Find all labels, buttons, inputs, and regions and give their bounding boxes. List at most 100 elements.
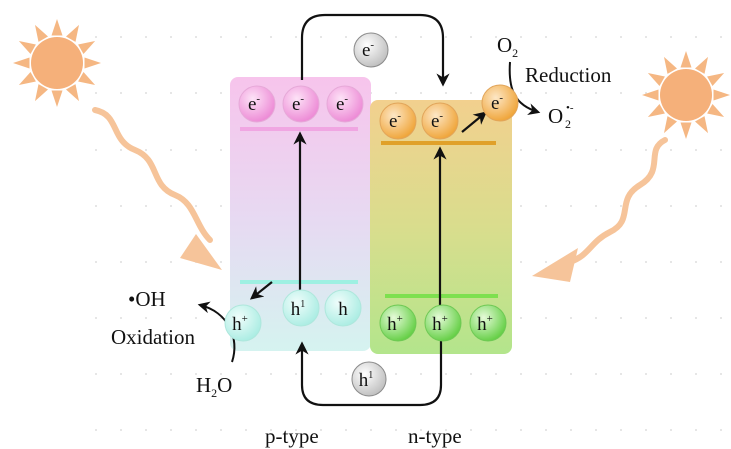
- sun-ray: [707, 73, 725, 86]
- grid-dot: [395, 429, 397, 431]
- grid-dot: [670, 317, 672, 319]
- grid-dot: [670, 149, 672, 151]
- sun-ray: [680, 122, 692, 139]
- grid-dot: [270, 429, 272, 431]
- grid-dot: [520, 317, 522, 319]
- grid-dot: [145, 373, 147, 375]
- grid-dot: [520, 261, 522, 263]
- grid-dot: [420, 92, 422, 94]
- grid-dot: [95, 373, 97, 375]
- grid-dot: [320, 36, 322, 38]
- sun-ray: [18, 41, 36, 54]
- grid-dot: [95, 429, 97, 431]
- transfer-electron-particle: [353, 32, 389, 68]
- sun-ray: [647, 73, 665, 86]
- n-conduction-band: [381, 141, 496, 145]
- grid-dot: [220, 261, 222, 263]
- sun-ray: [66, 24, 79, 42]
- grid-dot: [420, 36, 422, 38]
- grid-dot: [495, 36, 497, 38]
- grid-dot: [145, 261, 147, 263]
- grid-dot: [645, 36, 647, 38]
- o2-label: O2: [497, 33, 518, 60]
- hole-label: h1: [291, 299, 306, 320]
- sun-ray: [51, 19, 63, 36]
- grid-dot: [395, 92, 397, 94]
- oxidation-label: Oxidation: [111, 325, 195, 349]
- light-arrow-icon: [92, 107, 222, 270]
- grid-dot: [670, 261, 672, 263]
- grid-dot: [245, 373, 247, 375]
- grid-dot: [695, 429, 697, 431]
- grid-dot: [570, 205, 572, 207]
- grid-dot: [720, 149, 722, 151]
- grid-dot: [145, 92, 147, 94]
- electron-label: e-: [362, 39, 374, 61]
- grid-dot: [695, 36, 697, 38]
- grid-dot: [720, 317, 722, 319]
- grid-dot: [620, 36, 622, 38]
- p-holes: [224, 289, 362, 342]
- grid-dot: [570, 429, 572, 431]
- grid-dot: [595, 149, 597, 151]
- grid-dot: [170, 92, 172, 94]
- grid-dot: [695, 317, 697, 319]
- grid-dot: [170, 317, 172, 319]
- sun-ray: [707, 104, 725, 117]
- p-conduction-band: [240, 127, 358, 131]
- reduction-label: Reduction: [525, 63, 612, 87]
- grid-dot: [620, 205, 622, 207]
- hole-particle: [469, 304, 507, 342]
- grid-dot: [495, 429, 497, 431]
- grid-dot: [295, 429, 297, 431]
- sun-ray: [18, 72, 36, 85]
- grid-dot: [470, 429, 472, 431]
- grid-dot: [145, 36, 147, 38]
- electron-label: e-: [248, 93, 260, 115]
- electron-particle: [379, 102, 417, 140]
- grid-dot: [270, 373, 272, 375]
- grid-dot: [420, 373, 422, 375]
- electron-hop-arrow: [461, 111, 488, 133]
- grid-dot: [620, 373, 622, 375]
- grid-dot: [470, 92, 472, 94]
- grid-dot: [620, 261, 622, 263]
- grid-dot: [620, 92, 622, 94]
- grid-dot: [195, 92, 197, 94]
- hole-particle: [424, 304, 462, 342]
- p-electrons: [238, 85, 364, 123]
- grid-dot: [145, 205, 147, 207]
- electron-label: e-: [491, 92, 503, 114]
- grid-dot: [645, 429, 647, 431]
- grid-dot: [570, 36, 572, 38]
- grid-dot: [120, 373, 122, 375]
- electron-particle: [481, 84, 519, 122]
- grid-dot: [620, 429, 622, 431]
- grid-dot: [120, 261, 122, 263]
- grid-dot: [570, 92, 572, 94]
- grid-dot: [220, 429, 222, 431]
- grid-dot: [95, 317, 97, 319]
- grid-dot: [120, 317, 122, 319]
- grid-dot: [195, 205, 197, 207]
- grid-dot: [595, 261, 597, 263]
- sun-icon: [642, 51, 730, 139]
- grid-dot: [445, 373, 447, 375]
- sun-icon: [13, 19, 101, 107]
- grid-dot: [545, 149, 547, 151]
- sun-ray: [78, 72, 96, 85]
- grid-dot: [370, 429, 372, 431]
- grid-dot: [595, 205, 597, 207]
- sun-ray: [35, 84, 48, 102]
- grid-dot: [120, 149, 122, 151]
- grid-dot: [320, 429, 322, 431]
- grid-dot: [645, 261, 647, 263]
- grid-dot: [220, 92, 222, 94]
- grid-dot: [645, 317, 647, 319]
- sun-ray: [66, 84, 79, 102]
- grid-dot: [695, 261, 697, 263]
- grid-dot: [545, 36, 547, 38]
- grid-dot: [170, 429, 172, 431]
- grid-dot: [95, 92, 97, 94]
- grid-dot: [595, 317, 597, 319]
